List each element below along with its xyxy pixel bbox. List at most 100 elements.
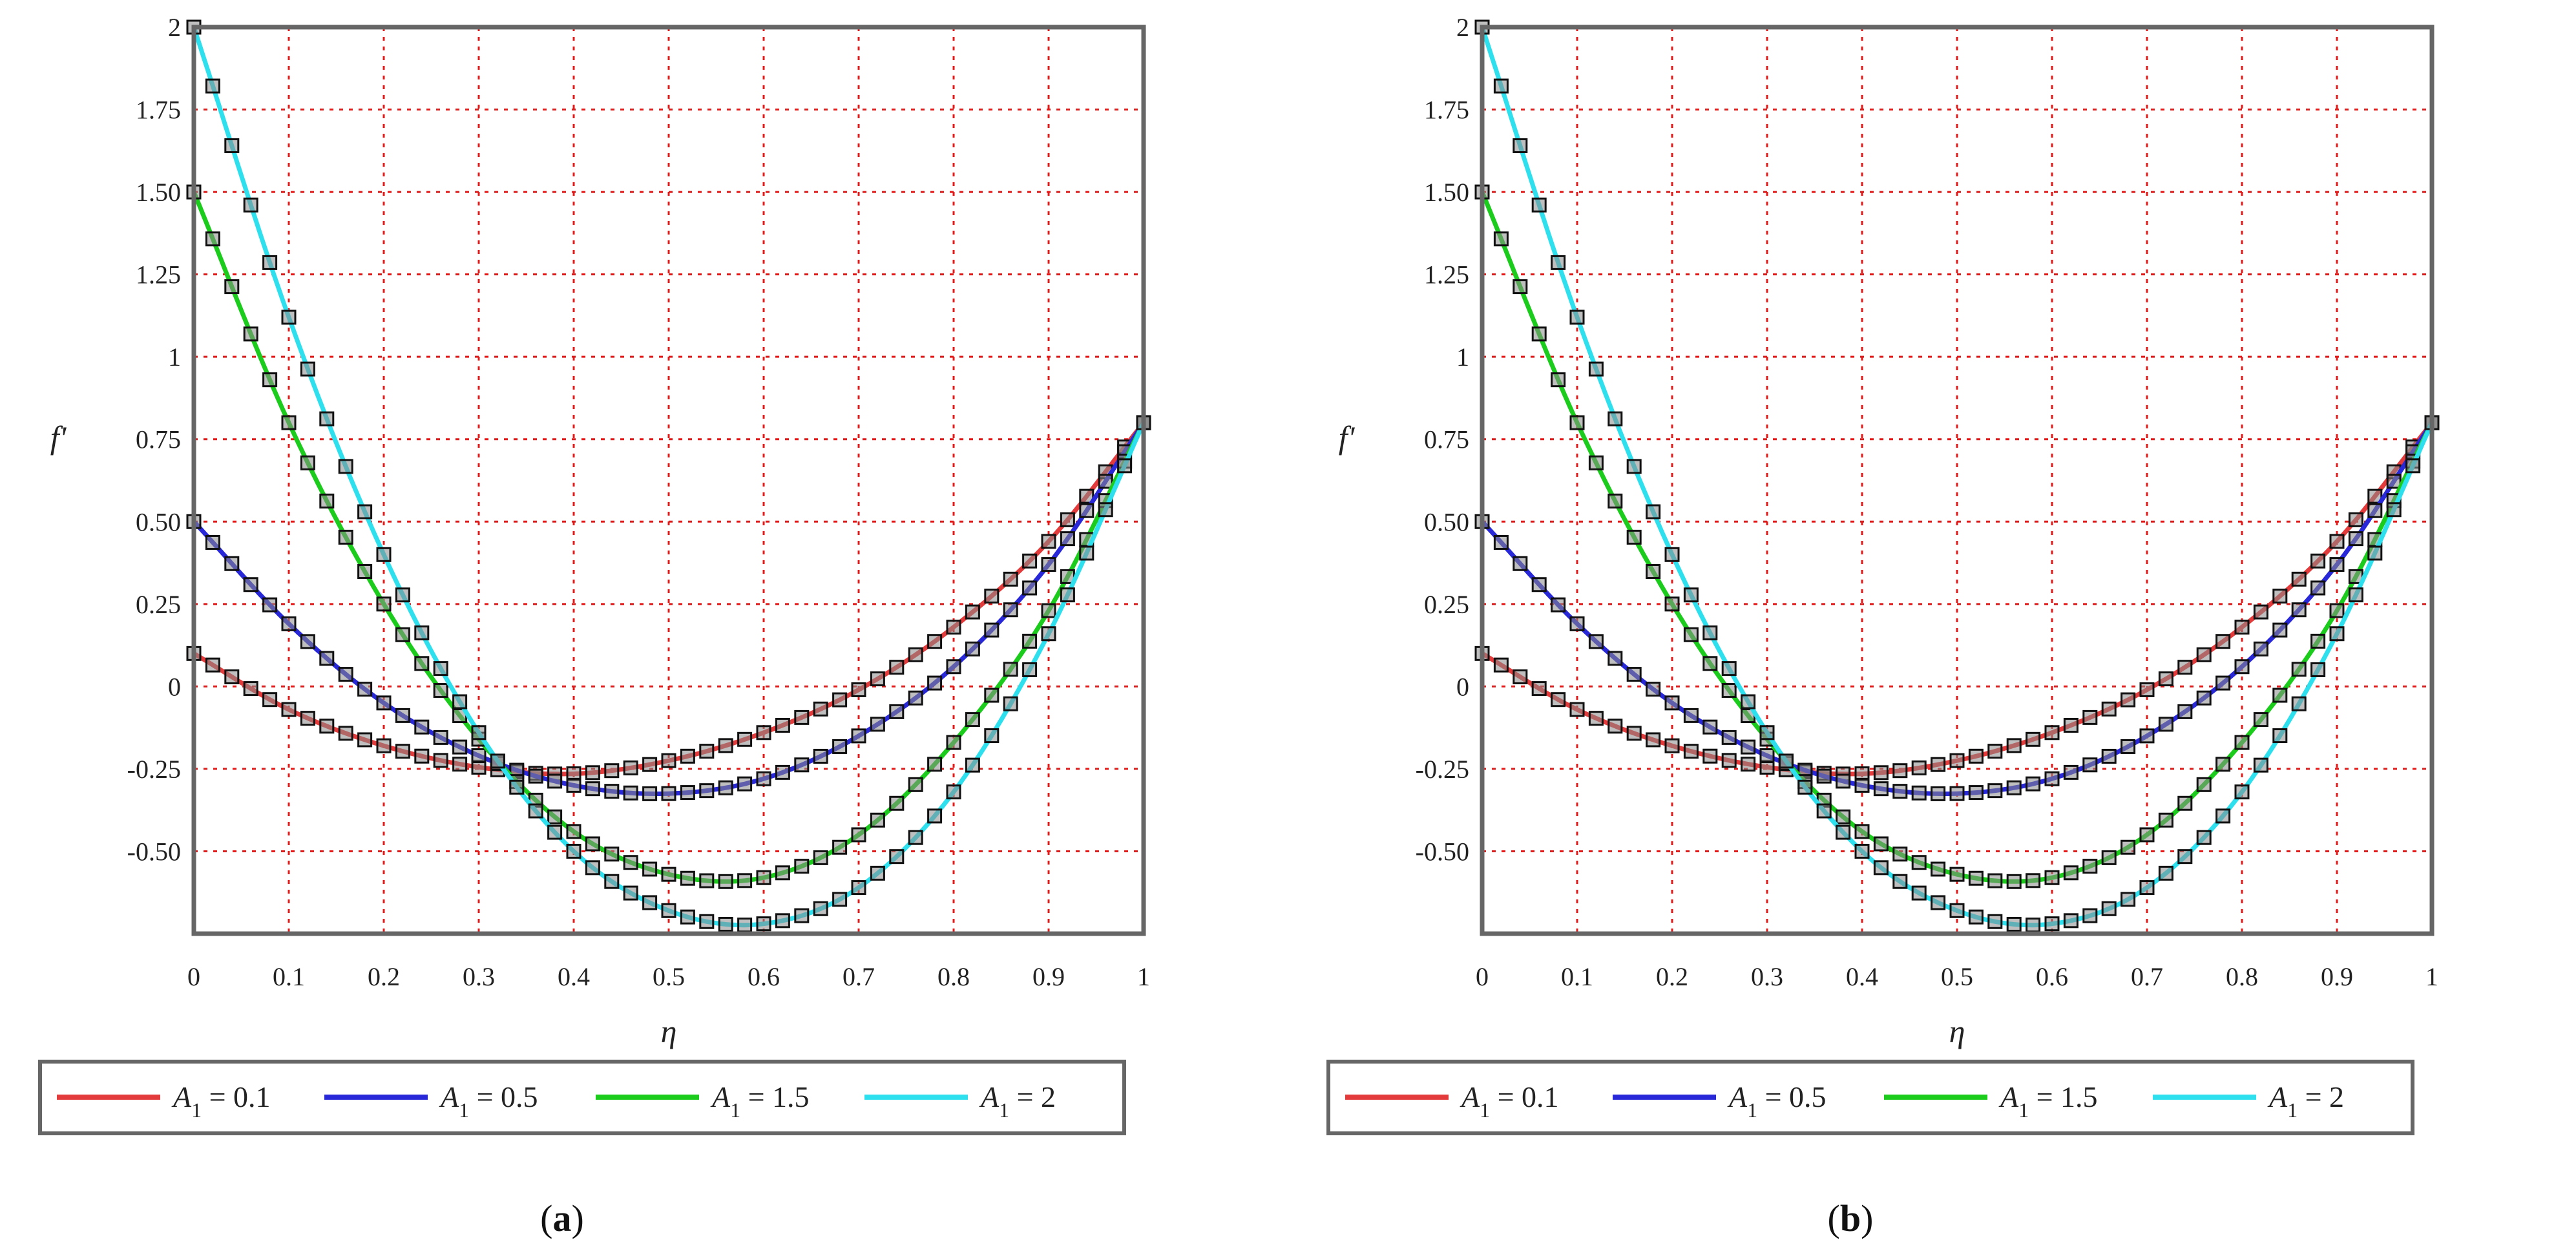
data-marker [965, 712, 980, 728]
data-marker [1873, 781, 1889, 797]
data-marker [1003, 602, 1018, 618]
data-marker [2044, 725, 2060, 740]
data-marker [2063, 764, 2079, 780]
x-tick-label: 0.8 [937, 962, 970, 991]
data-marker [2405, 458, 2421, 474]
y-tick-label: 0.25 [1424, 590, 1469, 619]
data-marker [1664, 738, 1680, 753]
data-marker [338, 459, 353, 474]
chart-svg-a: 0 0.1 0.2 0.3 0.4 0.5 0.6 0.7 0.8 0.9 1 2 1.75 1.50 1.… [38, 13, 1151, 1239]
data-marker [1493, 534, 1509, 550]
y-tick-label: 0.50 [1424, 507, 1469, 536]
data-marker [794, 757, 810, 773]
y-axis-title: f' [50, 419, 67, 456]
data-marker [2026, 873, 2041, 888]
x-tick-label: 0.1 [273, 962, 305, 991]
data-marker [1569, 415, 1585, 430]
data-marker [1531, 681, 1547, 697]
data-marker [281, 310, 297, 325]
data-marker [1041, 603, 1056, 618]
x-axis-title: η [661, 1013, 677, 1049]
data-marker [794, 908, 810, 923]
data-marker [1987, 914, 2003, 929]
y-tick-label: 0 [1456, 672, 1469, 701]
data-marker [2177, 795, 2193, 811]
data-marker [2063, 865, 2079, 881]
data-marker [2120, 739, 2136, 754]
data-marker [889, 795, 905, 811]
data-marker [813, 748, 828, 764]
data-marker [1816, 803, 1832, 819]
data-marker [376, 596, 392, 612]
data-marker [2101, 850, 2117, 865]
data-marker [1041, 557, 1056, 572]
data-marker [1892, 846, 1908, 862]
x-axis-title: η [1949, 1013, 1965, 1049]
data-marker [946, 620, 961, 635]
data-marker [1588, 361, 1604, 377]
data-marker [205, 231, 220, 247]
data-marker [224, 138, 240, 154]
data-marker [376, 738, 392, 753]
data-marker [851, 827, 866, 843]
data-marker [1873, 765, 1889, 781]
data-marker [2215, 757, 2231, 772]
data-marker [243, 577, 258, 593]
data-marker [737, 731, 753, 747]
data-marker [946, 784, 961, 800]
data-marker [775, 717, 790, 733]
data-marker [338, 726, 353, 741]
data-marker [680, 785, 695, 801]
data-marker [813, 850, 828, 865]
y-tick-label: 1.50 [1424, 178, 1469, 207]
legend-label: A1 = 2 [2267, 1080, 2344, 1122]
data-marker [1003, 662, 1018, 677]
x-tick-label: 0.7 [2131, 962, 2163, 991]
x-tick-label: 0.5 [653, 962, 685, 991]
data-marker [2101, 748, 2117, 764]
data-marker [585, 860, 600, 876]
data-marker [376, 695, 392, 711]
x-tick-label: 0.3 [463, 962, 495, 991]
data-marker [623, 855, 638, 870]
data-marker [2120, 839, 2136, 855]
data-marker [832, 692, 848, 708]
data-marker [1836, 773, 1851, 789]
data-marker [1551, 255, 1566, 270]
y-tick-label: 2 [168, 13, 181, 42]
data-marker [224, 279, 240, 295]
data-marker [1060, 587, 1075, 603]
data-marker [2310, 580, 2326, 596]
data-marker [2310, 633, 2326, 649]
data-marker [642, 786, 658, 801]
data-marker [1551, 692, 1566, 708]
data-marker [642, 895, 658, 910]
legend-label: A1 = 2 [979, 1080, 1056, 1122]
data-marker [756, 916, 771, 932]
data-marker [832, 739, 848, 754]
data-marker [1702, 656, 1718, 671]
data-marker [509, 779, 525, 795]
data-marker [452, 739, 468, 755]
data-marker [699, 914, 715, 929]
data-marker [1646, 504, 1661, 520]
data-marker [718, 874, 733, 889]
data-marker [414, 719, 430, 735]
data-marker [1949, 866, 1965, 882]
data-marker [775, 913, 790, 929]
data-marker [2348, 531, 2363, 547]
x-tick-label: 1 [1137, 962, 1150, 991]
data-marker [965, 604, 980, 620]
data-marker [490, 753, 505, 769]
data-marker [851, 880, 866, 896]
data-marker [2139, 682, 2155, 697]
series-a-0 [186, 415, 1151, 782]
data-marker [946, 659, 961, 675]
data-marker [1513, 556, 1528, 571]
data-marker [319, 651, 335, 666]
data-marker [2082, 859, 2098, 874]
data-marker [2101, 701, 2117, 717]
data-marker [395, 744, 410, 759]
data-marker [1531, 326, 1547, 342]
chart-svg-b: 0 0.1 0.2 0.3 0.4 0.5 0.6 0.7 0.8 0.9 1 2 1.75 1.50 1.… [1326, 13, 2440, 1239]
